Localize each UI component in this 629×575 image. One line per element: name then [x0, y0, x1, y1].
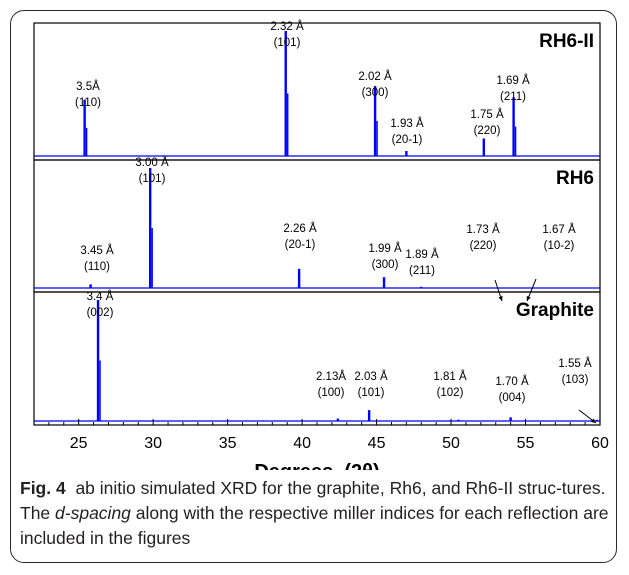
- peak-miller-index-label: (110): [75, 97, 101, 109]
- peak-graphite-4: [509, 417, 512, 421]
- peak-d-spacing-label: 1.70 Å: [495, 375, 529, 388]
- peak-miller-index-label: (220): [474, 125, 501, 137]
- annotation-arrowhead: [591, 418, 596, 423]
- peak-miller-index-label: (20-1): [285, 239, 316, 251]
- annotation-arrowhead: [498, 296, 503, 301]
- peak-d-spacing-label: 1.67 Å: [542, 223, 576, 236]
- peak-miller-index-label: (211): [409, 265, 435, 277]
- peak-d-spacing-label: 1.73 Å: [466, 223, 500, 236]
- peak-d-spacing-label: 1.99 Å: [368, 242, 402, 255]
- xrd-chart: RH6-II 3.5Å (110) 2.32 Å (101) 2.02 Å (300) 1.9…: [33, 20, 609, 470]
- figure-caption: Fig. 4 ab initio simulated XRD for the g…: [20, 476, 610, 551]
- peak-shoulder-rh6-ii-1: [287, 93, 289, 156]
- peak-miller-index-label: (100): [318, 387, 345, 399]
- peak-d-spacing-label: 2.32 Å: [270, 20, 304, 33]
- peak-graphite-3: [457, 419, 460, 421]
- panel-frame-rh6: [33, 159, 601, 293]
- peak-rh6-ii-1: [284, 31, 287, 156]
- panel-name-rh6: RH6: [556, 168, 594, 189]
- peak-rh6-ii-4: [482, 138, 486, 156]
- caption-italic-term: d-spacing: [55, 503, 131, 523]
- peak-graphite-0: [96, 300, 100, 421]
- peak-d-spacing-label: 1.89 Å: [405, 248, 439, 261]
- peak-d-spacing-label: 1.81 Å: [433, 370, 467, 383]
- peak-rh6-4: [420, 286, 423, 288]
- peak-miller-index-label: (10-2): [544, 240, 575, 252]
- peak-miller-index-label: (300): [362, 87, 389, 99]
- peak-rh6-ii-2: [373, 86, 377, 156]
- peak-graphite-2: [367, 410, 371, 421]
- peak-d-spacing-label: 3.5Å: [76, 80, 100, 93]
- caption-text-1: ab initio simulated XRD for the graphite…: [20, 478, 606, 523]
- peak-shoulder-rh6-ii-2: [376, 121, 378, 156]
- x-tick-label: 25: [70, 435, 88, 452]
- peak-miller-index-label: (101): [139, 173, 166, 185]
- x-tick-label: 50: [442, 435, 460, 452]
- peak-shoulder-rh6-ii-0: [85, 127, 88, 156]
- figure-label: Fig. 4: [20, 478, 66, 498]
- peak-d-spacing-label: 2.26 Å: [283, 222, 317, 235]
- peak-d-spacing-label: 1.75 Å: [470, 108, 504, 121]
- peak-rh6-3: [382, 277, 386, 288]
- figure-frame: [10, 10, 617, 563]
- peak-shoulder-graphite-0: [99, 360, 101, 421]
- peak-miller-index-label: (102): [437, 387, 464, 399]
- peak-miller-index-label: (211): [500, 91, 526, 103]
- peak-d-spacing-label: 1.69 Å: [496, 74, 530, 87]
- x-tick-label: 60: [591, 435, 609, 452]
- peak-rh6-ii-3: [405, 151, 408, 156]
- x-tick-label: 55: [517, 435, 535, 452]
- peak-d-spacing-label: 1.93 Å: [390, 117, 424, 130]
- peak-d-spacing-label: 3.00 Å: [135, 156, 169, 169]
- peak-miller-index-label: (101): [358, 387, 385, 399]
- x-tick-label: 45: [368, 435, 386, 452]
- peak-rh6-2: [297, 268, 301, 288]
- x-tick-label: 35: [219, 435, 237, 452]
- annotation-arrowhead: [526, 296, 531, 301]
- peak-rh6-ii-0: [83, 99, 86, 156]
- peak-graphite-5: [595, 419, 599, 421]
- peak-d-spacing-label: 3.45 Å: [80, 244, 114, 257]
- peak-miller-index-label: (300): [372, 259, 399, 271]
- x-tick-label: 30: [144, 435, 162, 452]
- peak-miller-index-label: (110): [84, 261, 110, 273]
- peak-miller-index-label: (20-1): [392, 134, 423, 146]
- caption-text-2: along with the respective miller indices…: [20, 503, 609, 548]
- peak-graphite-1: [336, 418, 340, 421]
- peak-miller-index-label: (101): [274, 37, 301, 49]
- panel-name-graphite: Graphite: [516, 300, 594, 321]
- peak-rh6-1: [148, 168, 152, 288]
- peak-rh6-ii-5: [512, 97, 515, 156]
- peak-d-spacing-label: 2.02 Å: [358, 70, 392, 83]
- peak-d-spacing-label: 2.03 Å: [354, 370, 388, 383]
- peak-miller-index-label: (002): [87, 307, 114, 319]
- x-axis-label: Degrees, (2θ): [254, 461, 379, 470]
- peak-d-spacing-label: 3.4 Å: [87, 290, 114, 303]
- panel-name-rh6-ii: RH6-II: [539, 31, 594, 52]
- peak-miller-index-label: (004): [499, 392, 526, 404]
- peak-d-spacing-label: 1.55 Å: [558, 357, 592, 370]
- peak-shoulder-rh6-ii-5: [514, 126, 517, 156]
- peak-d-spacing-label: 2.13Å: [316, 370, 346, 383]
- peak-shoulder-rh6-1: [151, 228, 153, 288]
- peak-rh6-0: [89, 284, 92, 288]
- x-tick-label: 40: [293, 435, 311, 452]
- peak-miller-index-label: (103): [562, 374, 589, 386]
- peak-miller-index-label: (220): [470, 240, 497, 252]
